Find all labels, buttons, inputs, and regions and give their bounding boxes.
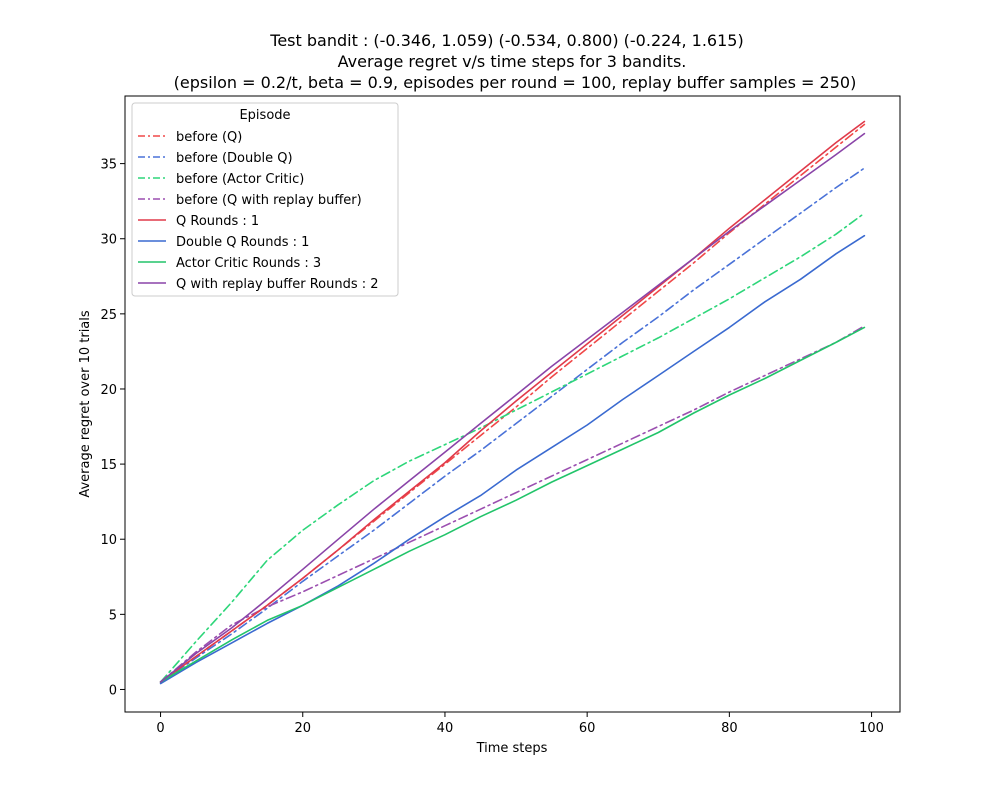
y-tick-label-7: 35 [100,158,117,173]
series-lines [159,120,866,685]
y-tick-label-2: 10 [100,533,117,548]
legend: Episode before (Q)before (Double Q)befor… [131,102,399,297]
y-axis-label: Average regret over 10 trials [78,310,93,498]
legend-title: Episode [239,108,290,123]
x-tick-label-4: 80 [721,721,738,736]
x-tick-label-2: 40 [437,721,454,736]
title-line-2: Average regret v/s time steps for 3 band… [338,52,687,71]
legend-label-3: before (Q with replay buffer) [176,193,362,208]
y-tick-label-6: 30 [100,233,117,248]
series-line-4 [159,120,866,683]
y-tick-label-3: 15 [100,458,117,473]
y-tick-label-0: 0 [109,683,117,698]
legend-label-6: Actor Critic Rounds : 3 [176,256,321,271]
y-tick-label-4: 20 [100,383,117,398]
x-tick-label-1: 20 [294,721,311,736]
series-line-5 [159,234,866,685]
series-line-7 [159,132,866,683]
chart-title: Test bandit : (-0.346, 1.059) (-0.534, 0… [174,31,857,92]
y-tick-label-5: 25 [100,308,117,323]
plot-area-frame [124,95,901,713]
legend-entries: before (Q) before (Double Q) before (Actor… [138,130,379,292]
title-line-1: Test bandit : (-0.346, 1.059) (-0.534, 0… [269,31,743,50]
legend-label-1: before (Double Q) [176,151,293,166]
series-line-2 [159,212,866,683]
legend-label-4: Q Rounds : 1 [176,214,259,229]
series-line-3 [159,325,866,683]
series-line-1 [159,167,866,683]
x-axis-label: Time steps [476,741,548,756]
y-tick-label-1: 5 [109,608,117,623]
axis-ticks: 0 20 40 60 80 100 0 5 10 15 20 25 30 35 [100,158,884,736]
legend-label-2: before (Actor Critic) [176,172,304,187]
x-tick-label-5: 100 [859,721,884,736]
x-tick-label-0: 0 [156,721,164,736]
legend-label-5: Double Q Rounds : 1 [176,235,309,250]
x-tick-label-3: 60 [579,721,596,736]
legend-label-0: before (Q) [176,130,242,145]
series-line-6 [159,326,866,683]
legend-label-7: Q with replay buffer Rounds : 2 [176,277,379,292]
title-line-3: (epsilon = 0.2/t, beta = 0.9, episodes p… [174,73,857,92]
legend-box [131,102,399,297]
